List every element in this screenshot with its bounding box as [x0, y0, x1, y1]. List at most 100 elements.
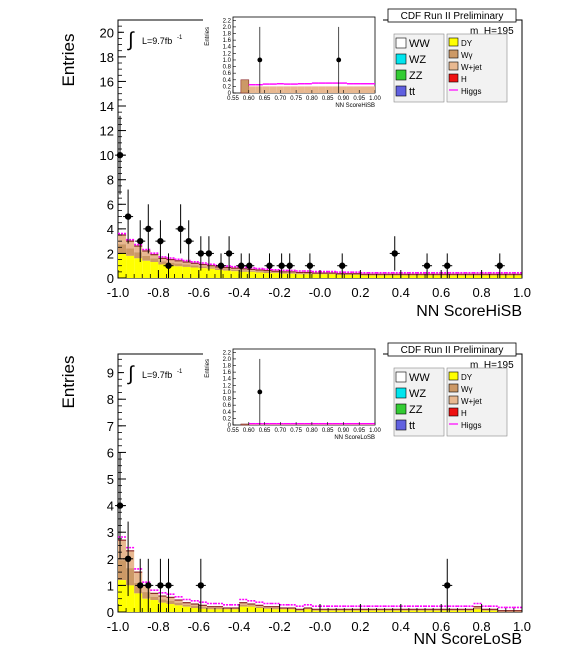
y-tick-label: 2	[107, 246, 114, 261]
inset-bg-bin	[318, 86, 326, 93]
legend-label: WW	[409, 372, 430, 384]
bg-bin-wjet	[166, 597, 175, 601]
x-tick-label: 0.6	[432, 619, 450, 634]
inset-y-tick-label: 1.0	[223, 58, 232, 64]
inset-bg-bin	[325, 424, 333, 425]
bg-bin-dy	[311, 274, 320, 278]
data-point	[177, 225, 184, 233]
bg-bin-dy	[433, 275, 442, 278]
x-tick-label: -1.0	[107, 285, 129, 300]
bg-bin-wgamma	[174, 602, 183, 606]
inset-y-tick-label: 1.4	[223, 377, 232, 383]
bg-bin-wgamma	[134, 582, 143, 594]
bg-bin-wjet	[271, 606, 280, 609]
bg-bin-dy	[489, 610, 498, 612]
inset-x-tick-label: 0.65	[259, 428, 271, 434]
inset-y-tick-label: 1.2	[223, 383, 232, 389]
bg-bin-wjet	[263, 270, 272, 272]
x-tick-label: -0.6	[188, 285, 210, 300]
title-box	[387, 8, 517, 23]
lumi-sup: -1	[177, 369, 183, 375]
bg-bin-wgamma	[255, 606, 264, 609]
bg-bin-wgamma	[376, 274, 385, 276]
inset-y-tick-label: 0.8	[223, 397, 232, 403]
inset-bg-bin	[283, 424, 291, 425]
x-tick-label: 0.4	[392, 285, 410, 300]
legend-label: W+jet	[461, 63, 482, 72]
legend-swatch	[395, 403, 407, 415]
bg-bin-wjet	[214, 606, 224, 609]
inset-bg-bin	[269, 86, 277, 93]
bg-bin-dy	[255, 608, 264, 612]
mass-label: m_H=195	[470, 360, 514, 371]
inset-x-tick-label: 0.70	[274, 428, 286, 434]
x-tick-label: -0.2	[268, 619, 290, 634]
bg-bin-dy	[287, 273, 296, 278]
bg-bin-wjet	[206, 606, 215, 609]
bg-bin-dy	[223, 609, 232, 612]
data-point	[145, 582, 152, 589]
inset-bg-bin	[262, 424, 270, 425]
y-tick-label: 6	[107, 445, 114, 460]
bg-bin-wgamma	[231, 608, 240, 610]
bg-bin-wgamma	[311, 273, 320, 275]
bg-bin-dy	[303, 609, 312, 612]
legend-swatch	[395, 69, 407, 81]
bg-bin-dy	[271, 273, 280, 278]
inset-bg-bin	[332, 86, 340, 93]
legend-swatch	[448, 383, 459, 393]
bg-bin-wgamma	[158, 261, 167, 265]
bg-bin-dy	[214, 609, 224, 612]
inset-x-tick-label: 0.60	[243, 428, 255, 434]
bg-bin-wgamma	[344, 610, 353, 611]
bg-bin-wgamma	[182, 264, 191, 267]
bg-bin-wgamma	[182, 604, 191, 607]
bg-bin-dy	[425, 610, 434, 612]
x-tick-label: -1.0	[107, 619, 129, 634]
bg-bin-wgamma	[190, 606, 199, 609]
inset-y-tick-label: 2.2	[223, 18, 232, 24]
bg-bin-wgamma	[408, 610, 417, 611]
bg-bin-wjet	[158, 258, 167, 262]
inset-x-tick-label: 0.95	[353, 96, 365, 102]
inset-bg-bin	[290, 86, 298, 93]
legend-label: Wγ	[461, 385, 473, 394]
bg-bin-wjet	[142, 585, 151, 593]
bg-bin-wgamma	[263, 607, 272, 609]
bg-bin-wgamma	[465, 274, 474, 276]
y-tick-label: 4	[107, 499, 114, 514]
legend-label: Higgs	[461, 421, 481, 430]
y-tick-label: 16	[100, 74, 114, 89]
inset-y-tick-label: 0.2	[223, 84, 232, 90]
data-point	[444, 582, 451, 589]
bg-bin-wgamma	[360, 274, 369, 276]
inset-data-point	[257, 389, 263, 395]
bg-bin-wgamma	[174, 263, 183, 267]
bg-bin-dy	[311, 610, 320, 612]
bg-bin-wgamma	[320, 273, 329, 275]
legend-left: WW WZ ZZ tt	[393, 33, 445, 103]
data-point	[391, 250, 398, 257]
x-tick-label: -0.8	[147, 619, 169, 634]
bg-bin-dy	[376, 610, 385, 612]
bg-bin-dy	[408, 275, 417, 278]
y-axis-ticks: 0 1 2 3 4 5 6 7 8 9	[107, 358, 126, 620]
bg-bin-wjet	[126, 241, 135, 249]
bg-bin-wgamma	[408, 274, 417, 276]
bg-bin-dy	[166, 265, 175, 278]
bg-bin-wgamma	[416, 274, 426, 276]
x-tick-label: -0.4	[228, 285, 250, 300]
inset-bg-bin	[255, 86, 263, 93]
bg-bin-dy	[416, 275, 426, 278]
inset-x-tick-label: 1.00	[369, 96, 381, 102]
data-point	[124, 213, 132, 220]
bg-bin-dy	[166, 604, 175, 612]
bg-bin-dy	[352, 274, 361, 278]
y-tick-label: 8	[107, 392, 114, 407]
bg-bin-wgamma	[384, 610, 393, 611]
inset-bg-bin	[311, 424, 319, 425]
bg-bin-dy	[150, 262, 159, 278]
bg-bin-dy	[352, 610, 361, 612]
inset-y-tick-label: 0	[228, 91, 232, 97]
bg-bin-wgamma	[392, 610, 401, 611]
